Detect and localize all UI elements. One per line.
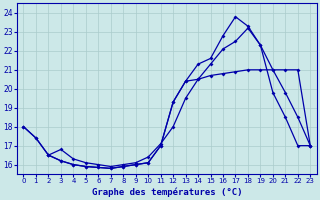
X-axis label: Graphe des températures (°C): Graphe des températures (°C) bbox=[92, 187, 242, 197]
